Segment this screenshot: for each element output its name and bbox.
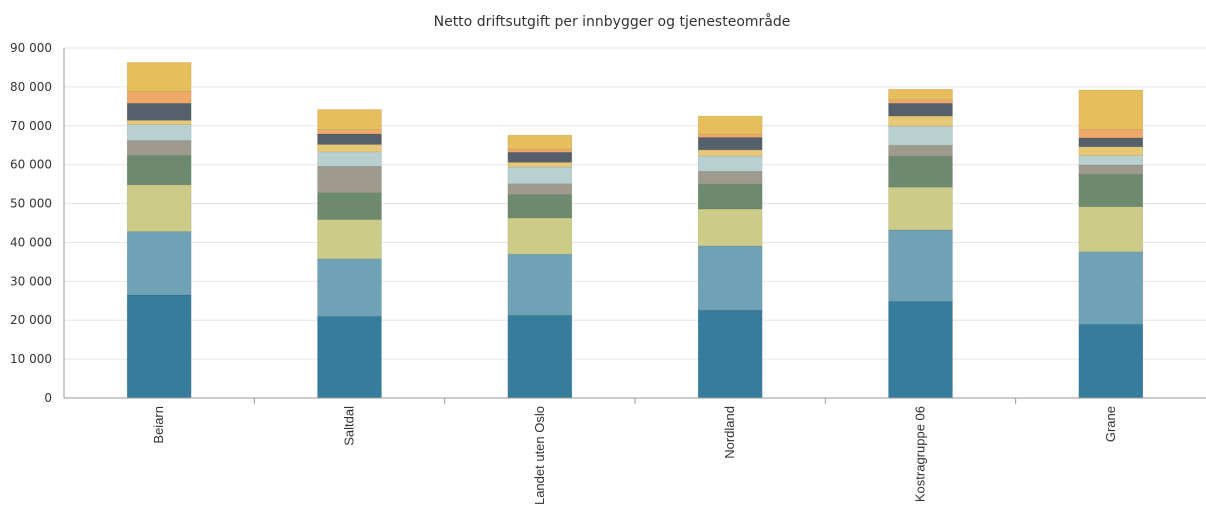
y-tick-label: 30 000: [10, 274, 52, 288]
bar-segment[interactable]: [507, 151, 573, 163]
bar-segment[interactable]: [1078, 137, 1144, 148]
bar-segment[interactable]: [697, 155, 763, 172]
y-tick-label: 10 000: [10, 352, 52, 366]
y-tick-label: 70 000: [10, 119, 52, 133]
bar-segment[interactable]: [697, 170, 763, 185]
bar-segment[interactable]: [888, 102, 953, 117]
axes: [63, 48, 1206, 404]
bar-segment[interactable]: [317, 316, 382, 399]
bar-segment[interactable]: [1078, 251, 1144, 325]
bar-segment[interactable]: [1078, 164, 1144, 175]
bar-segment[interactable]: [697, 183, 763, 210]
x-tick-label: Grane: [1103, 406, 1118, 442]
bar-segment[interactable]: [317, 219, 382, 260]
bar-segment[interactable]: [317, 133, 382, 145]
bar-segment[interactable]: [126, 91, 192, 104]
grid-lines: [64, 47, 1206, 360]
y-tick-label: 50 000: [10, 197, 52, 211]
bar-segment[interactable]: [697, 149, 763, 157]
bar-segment[interactable]: [126, 294, 192, 399]
bar-segment[interactable]: [1078, 129, 1144, 139]
bar-segment[interactable]: [888, 144, 953, 157]
bar-segment[interactable]: [697, 134, 763, 138]
bar-segment[interactable]: [888, 115, 953, 127]
bar-segment[interactable]: [507, 134, 573, 150]
bar-segment[interactable]: [888, 88, 953, 101]
bar-segment[interactable]: [507, 253, 573, 316]
bar-segment[interactable]: [1078, 206, 1144, 253]
bar-segment[interactable]: [507, 217, 573, 255]
bar-segment[interactable]: [126, 124, 192, 141]
bar-segment[interactable]: [317, 129, 382, 135]
bar-segment[interactable]: [888, 186, 953, 231]
bar-segment[interactable]: [697, 137, 763, 151]
bars: [126, 62, 1144, 399]
bar-segment[interactable]: [126, 62, 192, 92]
bar-segment[interactable]: [507, 194, 573, 219]
bar-segment[interactable]: [888, 99, 953, 104]
bar-segment[interactable]: [507, 162, 573, 168]
bar-segment[interactable]: [317, 109, 382, 130]
x-tick-label: Kostragruppe 06: [913, 406, 928, 502]
bar-segment[interactable]: [507, 166, 573, 185]
bar-segment[interactable]: [126, 120, 192, 125]
bar-segment[interactable]: [126, 155, 192, 186]
bar-segment[interactable]: [1078, 146, 1144, 157]
bar-segment[interactable]: [317, 165, 382, 193]
bar-segment[interactable]: [317, 192, 382, 220]
bar-segment[interactable]: [697, 245, 763, 311]
bar-segment[interactable]: [317, 144, 382, 153]
x-tick-labels: Beiarn Saltdal Landet uten Oslo Nordland Kos…: [151, 406, 1118, 505]
bar-segment[interactable]: [888, 155, 953, 188]
x-tick-label: Landet uten Oslo: [532, 406, 547, 505]
bar-segment[interactable]: [697, 115, 763, 135]
bar-segment[interactable]: [126, 140, 192, 156]
bar-segment[interactable]: [126, 102, 192, 121]
y-tick-label: 90 000: [10, 41, 52, 55]
x-tick-label: Saltdal: [342, 406, 357, 446]
bar-segment[interactable]: [126, 184, 192, 232]
bar-segment[interactable]: [1078, 155, 1144, 166]
y-tick-label: 60 000: [10, 158, 52, 172]
x-tick-label: Nordland: [722, 406, 737, 459]
bar-segment[interactable]: [317, 151, 382, 167]
bar-segment[interactable]: [126, 231, 192, 296]
bar-segment[interactable]: [1078, 324, 1144, 399]
bar-segment[interactable]: [888, 229, 953, 302]
bar-segment[interactable]: [507, 183, 573, 195]
bar-segment[interactable]: [1078, 174, 1144, 207]
y-tick-labels: 0 10 000 20 000 30 000 40 000 50 000 60 000 70 …: [10, 41, 52, 405]
y-tick-label: 20 000: [10, 313, 52, 327]
x-tick-label: Beiarn: [151, 406, 166, 444]
bar-segment[interactable]: [697, 208, 763, 247]
bar-segment[interactable]: [507, 314, 573, 399]
chart-title: Netto driftsutgift per innbygger og tjen…: [434, 13, 791, 30]
y-tick-label: 0: [44, 391, 52, 405]
y-tick-label: 80 000: [10, 80, 52, 94]
bar-segment[interactable]: [317, 258, 382, 317]
y-tick-label: 40 000: [10, 235, 52, 249]
bar-segment[interactable]: [1078, 89, 1144, 130]
bar-segment[interactable]: [888, 301, 953, 399]
bar-segment[interactable]: [697, 309, 763, 399]
bar-segment[interactable]: [888, 125, 953, 146]
bar-segment[interactable]: [507, 148, 573, 153]
